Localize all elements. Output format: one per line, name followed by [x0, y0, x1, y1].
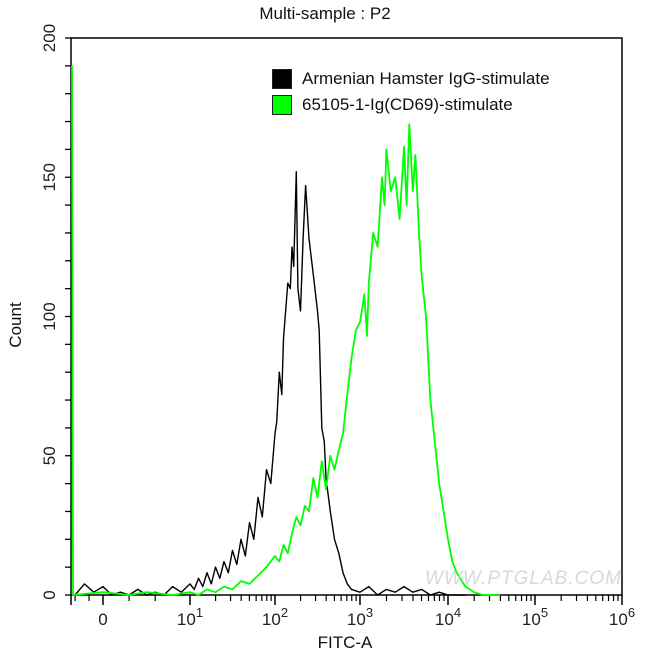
x-tick-label: 105	[522, 605, 548, 629]
legend-swatch-black	[272, 69, 292, 89]
x-tick-label: 101	[177, 605, 203, 629]
legend-label: 65105-1-Ig(CD69)-stimulate	[302, 95, 513, 114]
legend-item-cd69: 65105-1-Ig(CD69)-stimulate	[272, 92, 550, 118]
plot-frame	[70, 37, 623, 596]
x-tick-label: 102	[262, 605, 288, 629]
chart-title: Multi-sample : P2	[259, 4, 391, 23]
watermark: WWW.PTGLAB.COM	[425, 568, 622, 589]
x-tick-label: 106	[609, 605, 635, 629]
legend-swatch-green	[272, 95, 292, 115]
legend-item-isotype: Armenian Hamster IgG-stimulate	[272, 66, 550, 92]
y-tick-label: 150	[40, 163, 59, 191]
y-tick-label: 50	[40, 446, 59, 465]
series-isotype-line	[74, 170, 466, 596]
y-tick-label: 200	[40, 24, 59, 52]
legend-label: Armenian Hamster IgG-stimulate	[302, 69, 550, 88]
series-cd69-line	[71, 65, 501, 596]
x-axis-label: FITC-A	[317, 633, 373, 652]
y-tick-label: 0	[40, 590, 59, 599]
x-tick-label: 0	[98, 610, 107, 629]
y-tick-label: 100	[40, 302, 59, 330]
x-tick-label: 104	[435, 605, 461, 629]
x-tick-label: 103	[347, 605, 373, 629]
legend: Armenian Hamster IgG-stimulate 65105-1-I…	[272, 66, 550, 118]
